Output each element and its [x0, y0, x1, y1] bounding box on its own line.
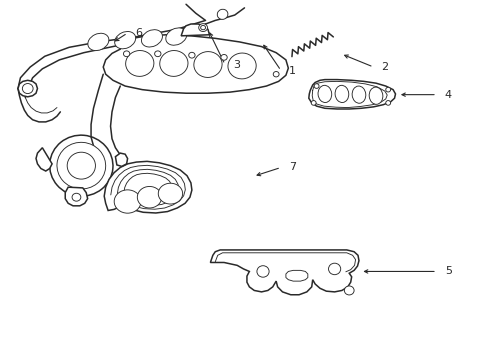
Ellipse shape [141, 30, 162, 47]
Ellipse shape [158, 183, 182, 204]
Ellipse shape [385, 87, 390, 92]
Polygon shape [65, 187, 87, 206]
Ellipse shape [328, 263, 340, 275]
Ellipse shape [72, 193, 81, 201]
Polygon shape [210, 250, 358, 295]
Polygon shape [285, 270, 307, 281]
Ellipse shape [114, 190, 141, 213]
Ellipse shape [368, 87, 382, 104]
Ellipse shape [310, 100, 315, 105]
Ellipse shape [334, 85, 348, 103]
Polygon shape [36, 148, 52, 171]
Ellipse shape [198, 24, 207, 32]
Ellipse shape [313, 84, 318, 88]
Ellipse shape [317, 85, 331, 103]
Ellipse shape [193, 51, 222, 77]
Ellipse shape [227, 53, 256, 79]
Ellipse shape [273, 72, 279, 77]
Ellipse shape [200, 26, 205, 30]
Ellipse shape [160, 50, 187, 76]
Ellipse shape [256, 266, 268, 277]
Ellipse shape [385, 100, 390, 105]
Polygon shape [18, 80, 38, 97]
Ellipse shape [188, 52, 195, 58]
Ellipse shape [50, 135, 113, 196]
Polygon shape [181, 24, 209, 36]
Polygon shape [308, 80, 395, 109]
Ellipse shape [114, 31, 135, 49]
Ellipse shape [88, 33, 109, 51]
Ellipse shape [351, 86, 365, 103]
Polygon shape [115, 153, 127, 166]
Polygon shape [104, 161, 191, 213]
Ellipse shape [137, 186, 162, 208]
Text: 4: 4 [444, 90, 451, 100]
Ellipse shape [221, 54, 227, 60]
Polygon shape [103, 35, 288, 93]
Ellipse shape [67, 152, 95, 179]
Ellipse shape [125, 50, 154, 76]
Ellipse shape [123, 51, 129, 57]
Text: 2: 2 [381, 62, 388, 72]
Text: 3: 3 [232, 59, 240, 69]
Ellipse shape [154, 51, 161, 57]
Ellipse shape [57, 142, 105, 189]
Ellipse shape [344, 286, 353, 295]
Text: 7: 7 [288, 162, 296, 172]
Text: 5: 5 [444, 266, 451, 276]
Ellipse shape [217, 9, 227, 19]
Ellipse shape [165, 28, 186, 45]
Ellipse shape [22, 84, 33, 94]
Text: 1: 1 [288, 66, 295, 76]
Text: 6: 6 [135, 28, 142, 38]
